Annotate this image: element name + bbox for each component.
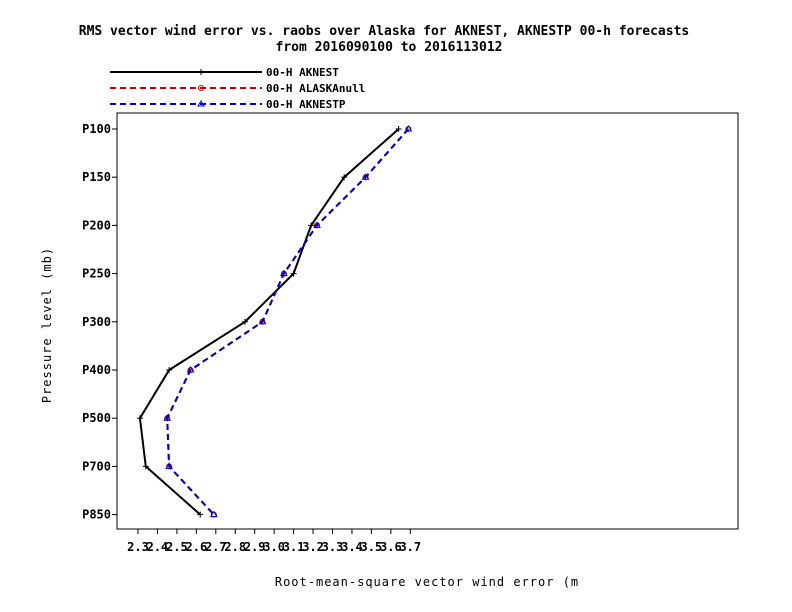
data-point <box>197 511 204 518</box>
legend-marker <box>197 100 205 107</box>
data-point <box>209 510 218 518</box>
legend-label: 00-H ALASKAnull <box>266 82 365 95</box>
x-tick-label: 3.7 <box>399 540 421 554</box>
y-tick-label: P850 <box>82 508 111 522</box>
series-layer <box>136 125 413 518</box>
x-tick-label: 3.1 <box>283 540 305 554</box>
x-tick-label: 2.8 <box>224 540 246 554</box>
x-tick-label: 2.3 <box>127 540 149 554</box>
x-tick-label: 2.6 <box>186 540 208 554</box>
data-point <box>258 317 267 325</box>
y-tick-label: P500 <box>82 411 111 425</box>
data-point <box>404 125 413 132</box>
y-tick-label: P400 <box>82 363 111 377</box>
data-point <box>341 174 348 181</box>
series-line-2 <box>166 128 410 516</box>
data-point <box>241 318 248 325</box>
x-tick-label: 3.0 <box>263 540 285 554</box>
y-tick-label: P250 <box>82 267 111 281</box>
legend: 00-H AKNEST 00-H ALASKAnull 00-H AKNESTP <box>110 66 365 111</box>
legend-label: 00-H AKNEST <box>266 66 339 79</box>
y-tick-label: P200 <box>82 218 111 232</box>
chart-title-line-2: from 2016090100 to 2016113012 <box>276 40 503 55</box>
legend-marker <box>198 69 204 75</box>
x-tick-label: 3.4 <box>341 540 363 554</box>
y-axis: P100 P150 P200 P250 P300 P400 P500 P700 P850 <box>82 122 117 522</box>
y-axis-label: Pressure level (mb) <box>40 247 54 403</box>
data-point <box>142 463 149 470</box>
data-point <box>279 269 288 277</box>
chart-title: RMS vector wind error vs. raobs over Ala… <box>79 24 689 55</box>
series-line-1 <box>138 128 400 516</box>
x-axis-label: Root-mean-square vector wind error (m <box>275 575 579 589</box>
data-point <box>163 414 172 421</box>
series-line-3 <box>166 128 410 516</box>
x-tick-label: 2.7 <box>205 540 227 554</box>
data-point <box>165 462 174 469</box>
x-tick-label: 3.6 <box>380 540 402 554</box>
x-tick-label: 2.9 <box>244 540 266 554</box>
y-tick-label: P100 <box>82 122 111 136</box>
data-point <box>313 221 321 228</box>
data-point <box>395 126 402 132</box>
x-axis: 2.32.42.52.62.72.82.93.03.13.23.33.43.53… <box>127 529 421 554</box>
y-tick-label: P300 <box>82 315 111 329</box>
data-point <box>136 415 143 422</box>
legend-label: 00-H AKNESTP <box>266 98 346 111</box>
plot-area-frame <box>116 112 739 530</box>
x-tick-label: 2.5 <box>166 540 188 554</box>
x-tick-label: 3.2 <box>302 540 324 554</box>
data-point <box>186 366 195 373</box>
data-point <box>361 173 370 180</box>
y-tick-label: P700 <box>82 459 111 473</box>
x-tick-label: 3.5 <box>361 540 383 554</box>
legend-marker <box>198 85 204 91</box>
data-point <box>290 270 297 277</box>
data-point <box>308 222 315 229</box>
y-tick-label: P150 <box>82 170 111 184</box>
x-tick-label: 2.4 <box>147 540 169 554</box>
x-tick-label: 3.3 <box>322 540 344 554</box>
chart-title-line-1: RMS vector wind error vs. raobs over Ala… <box>79 24 689 39</box>
data-point <box>166 367 173 373</box>
